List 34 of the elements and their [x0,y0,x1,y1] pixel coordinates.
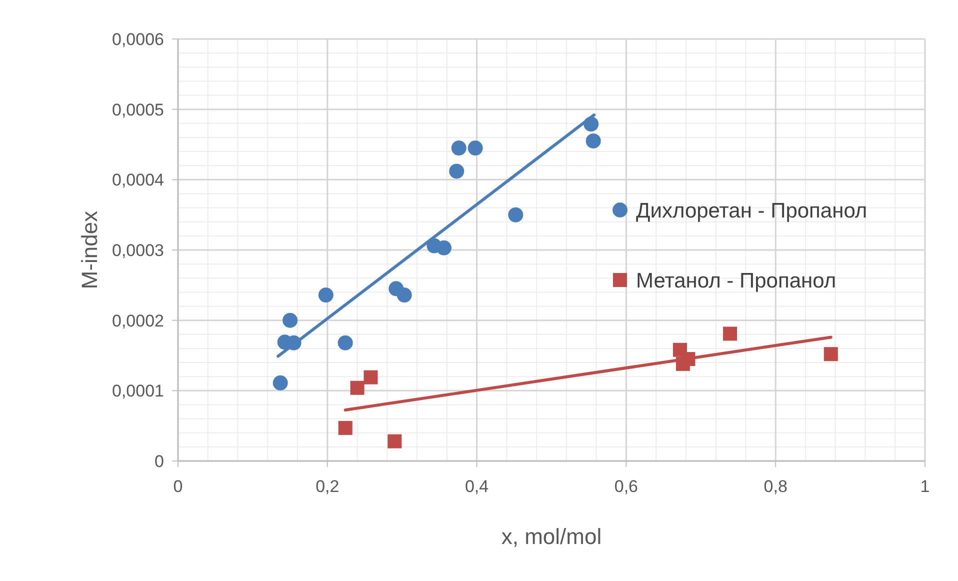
point [396,288,412,303]
y-tick-label: 0,0005 [112,100,164,120]
y-tick-label: 0,0006 [112,30,164,49]
point [282,312,298,328]
x-tick-label: 0,2 [316,477,340,496]
legend-label: Метанол - Пропанол [636,269,836,292]
y-tick-label: 0,0002 [112,311,164,330]
point [272,375,288,390]
point [449,164,464,179]
x-tick-label: 1 [920,477,930,496]
y-tick-label: 0,0001 [112,382,164,401]
point [318,288,334,303]
x-tick-label: 0,6 [614,477,638,496]
x-tick-label: 0 [173,477,183,496]
point [586,133,601,148]
point [350,380,364,395]
point [451,140,466,156]
point [338,335,353,350]
point [338,420,352,435]
point [388,434,402,448]
x-tick-label: 0,4 [464,477,489,496]
x-axis-title: x, mol/mol [501,524,602,549]
y-tick-label: 0,0003 [112,240,164,260]
y-tick-label: 0,0004 [112,170,164,190]
legend-label: Дихлоретан - Пропанол [636,199,868,222]
x-tick-label: 0,8 [764,477,788,496]
point [364,370,378,384]
point [723,326,738,341]
point [436,240,452,256]
y-axis-title: M-index [77,210,102,290]
y-tick-label: 0 [154,452,164,471]
point [824,347,838,362]
point [508,207,524,222]
point [468,140,483,156]
